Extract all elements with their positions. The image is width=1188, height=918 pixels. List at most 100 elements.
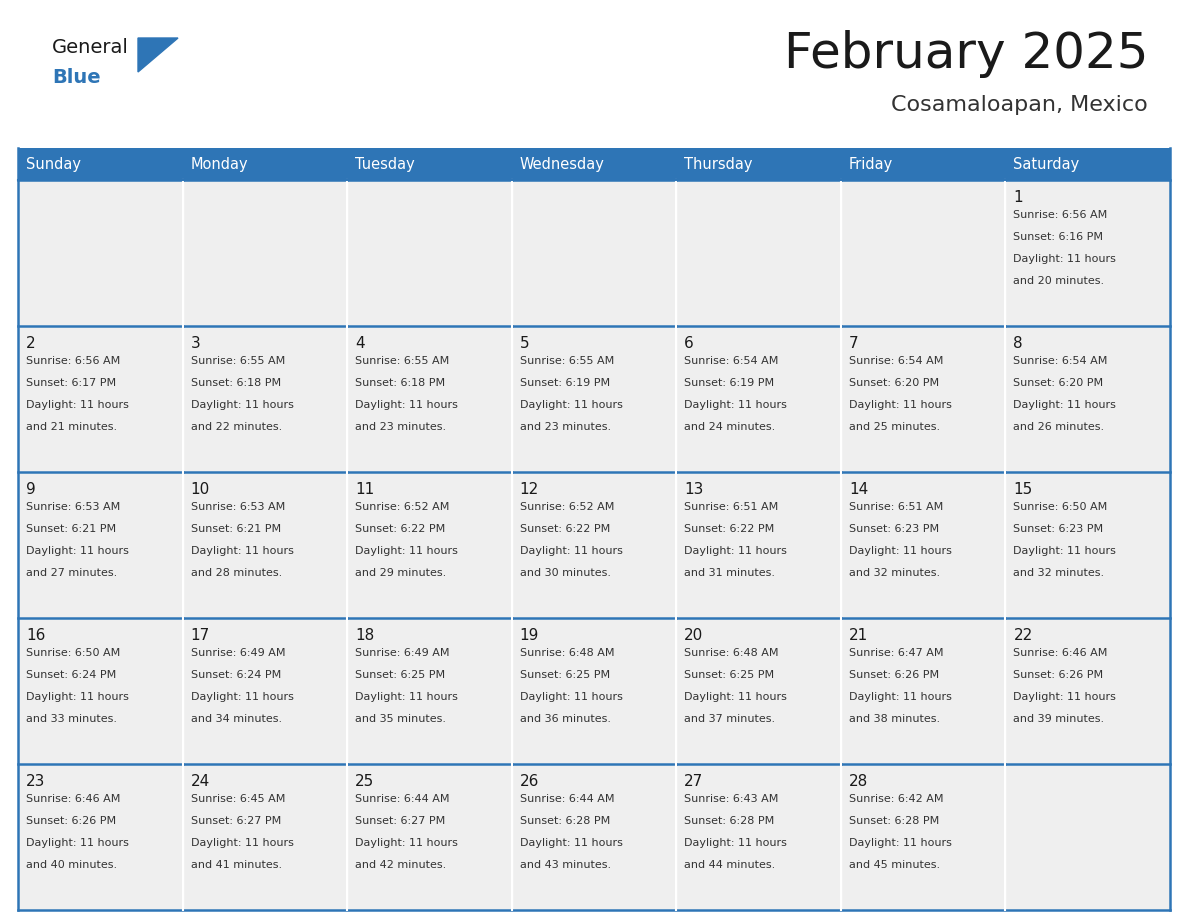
Text: Daylight: 11 hours: Daylight: 11 hours	[355, 400, 459, 410]
Bar	[841, 180, 1005, 326]
Bar	[1005, 472, 1170, 618]
Text: Daylight: 11 hours: Daylight: 11 hours	[684, 546, 788, 556]
Bar	[183, 618, 347, 764]
Text: Sunset: 6:28 PM: Sunset: 6:28 PM	[684, 816, 775, 826]
Bar	[841, 618, 1005, 764]
Text: Sunset: 6:23 PM: Sunset: 6:23 PM	[849, 524, 939, 534]
Text: and 32 minutes.: and 32 minutes.	[849, 568, 940, 578]
Text: 18: 18	[355, 628, 374, 643]
Text: and 20 minutes.: and 20 minutes.	[1013, 276, 1105, 286]
Text: Daylight: 11 hours: Daylight: 11 hours	[1013, 546, 1117, 556]
Text: Thursday: Thursday	[684, 156, 753, 172]
Text: Sunrise: 6:55 AM: Sunrise: 6:55 AM	[519, 356, 614, 366]
Text: Daylight: 11 hours: Daylight: 11 hours	[26, 692, 128, 702]
Text: Daylight: 11 hours: Daylight: 11 hours	[190, 838, 293, 848]
Text: Daylight: 11 hours: Daylight: 11 hours	[849, 400, 952, 410]
Text: Sunset: 6:22 PM: Sunset: 6:22 PM	[519, 524, 609, 534]
Text: Sunset: 6:24 PM: Sunset: 6:24 PM	[26, 670, 116, 680]
Text: Sunset: 6:19 PM: Sunset: 6:19 PM	[519, 378, 609, 388]
Text: Daylight: 11 hours: Daylight: 11 hours	[355, 546, 459, 556]
Text: Daylight: 11 hours: Daylight: 11 hours	[684, 838, 788, 848]
Text: Sunset: 6:22 PM: Sunset: 6:22 PM	[355, 524, 446, 534]
Text: 9: 9	[26, 482, 36, 497]
Text: 26: 26	[519, 774, 539, 789]
Bar	[676, 472, 841, 618]
Text: 5: 5	[519, 336, 530, 351]
Bar	[1005, 180, 1170, 326]
Text: Sunset: 6:26 PM: Sunset: 6:26 PM	[1013, 670, 1104, 680]
Text: Sunrise: 6:56 AM: Sunrise: 6:56 AM	[1013, 210, 1107, 220]
Bar	[841, 326, 1005, 472]
Bar	[347, 472, 512, 618]
Text: and 34 minutes.: and 34 minutes.	[190, 714, 282, 724]
Text: 22: 22	[1013, 628, 1032, 643]
Text: and 30 minutes.: and 30 minutes.	[519, 568, 611, 578]
Text: Cosamaloapan, Mexico: Cosamaloapan, Mexico	[891, 95, 1148, 115]
Text: Sunset: 6:27 PM: Sunset: 6:27 PM	[190, 816, 280, 826]
Text: Daylight: 11 hours: Daylight: 11 hours	[26, 400, 128, 410]
Text: Sunrise: 6:55 AM: Sunrise: 6:55 AM	[355, 356, 449, 366]
Text: February 2025: February 2025	[784, 30, 1148, 78]
Text: Sunrise: 6:53 AM: Sunrise: 6:53 AM	[190, 502, 285, 512]
Bar	[183, 180, 347, 326]
Text: 27: 27	[684, 774, 703, 789]
Text: 16: 16	[26, 628, 45, 643]
Text: and 42 minutes.: and 42 minutes.	[355, 860, 447, 870]
Text: and 29 minutes.: and 29 minutes.	[355, 568, 447, 578]
Text: 28: 28	[849, 774, 868, 789]
Bar	[676, 618, 841, 764]
Text: and 23 minutes.: and 23 minutes.	[355, 422, 447, 432]
Text: Daylight: 11 hours: Daylight: 11 hours	[519, 400, 623, 410]
Text: 7: 7	[849, 336, 859, 351]
Text: Daylight: 11 hours: Daylight: 11 hours	[26, 838, 128, 848]
Text: and 28 minutes.: and 28 minutes.	[190, 568, 282, 578]
Text: Sunset: 6:28 PM: Sunset: 6:28 PM	[519, 816, 609, 826]
Text: Monday: Monday	[190, 156, 248, 172]
Text: and 31 minutes.: and 31 minutes.	[684, 568, 776, 578]
Text: and 43 minutes.: and 43 minutes.	[519, 860, 611, 870]
Text: Daylight: 11 hours: Daylight: 11 hours	[684, 400, 788, 410]
Text: Sunrise: 6:46 AM: Sunrise: 6:46 AM	[26, 794, 120, 804]
Text: 12: 12	[519, 482, 539, 497]
Text: 11: 11	[355, 482, 374, 497]
Text: Sunrise: 6:44 AM: Sunrise: 6:44 AM	[355, 794, 449, 804]
Text: Sunrise: 6:52 AM: Sunrise: 6:52 AM	[355, 502, 449, 512]
Text: and 44 minutes.: and 44 minutes.	[684, 860, 776, 870]
Bar	[512, 326, 676, 472]
Text: Friday: Friday	[849, 156, 893, 172]
Text: Tuesday: Tuesday	[355, 156, 415, 172]
Text: Sunset: 6:18 PM: Sunset: 6:18 PM	[355, 378, 446, 388]
Text: Sunset: 6:22 PM: Sunset: 6:22 PM	[684, 524, 775, 534]
Text: Sunset: 6:20 PM: Sunset: 6:20 PM	[849, 378, 939, 388]
Text: Daylight: 11 hours: Daylight: 11 hours	[190, 692, 293, 702]
Bar	[18, 326, 183, 472]
Bar	[183, 472, 347, 618]
Text: 15: 15	[1013, 482, 1032, 497]
Bar	[18, 180, 183, 326]
Text: Sunset: 6:25 PM: Sunset: 6:25 PM	[519, 670, 609, 680]
Text: Daylight: 11 hours: Daylight: 11 hours	[849, 692, 952, 702]
Bar	[1005, 326, 1170, 472]
Text: and 36 minutes.: and 36 minutes.	[519, 714, 611, 724]
Text: 25: 25	[355, 774, 374, 789]
Bar	[1005, 764, 1170, 910]
Text: Sunset: 6:25 PM: Sunset: 6:25 PM	[684, 670, 775, 680]
Text: 4: 4	[355, 336, 365, 351]
Text: Daylight: 11 hours: Daylight: 11 hours	[26, 546, 128, 556]
Text: Saturday: Saturday	[1013, 156, 1080, 172]
Text: Sunset: 6:19 PM: Sunset: 6:19 PM	[684, 378, 775, 388]
Text: Daylight: 11 hours: Daylight: 11 hours	[519, 546, 623, 556]
Text: and 26 minutes.: and 26 minutes.	[1013, 422, 1105, 432]
Text: Sunset: 6:21 PM: Sunset: 6:21 PM	[190, 524, 280, 534]
Text: Sunset: 6:23 PM: Sunset: 6:23 PM	[1013, 524, 1104, 534]
Text: Wednesday: Wednesday	[519, 156, 605, 172]
Text: 6: 6	[684, 336, 694, 351]
Text: and 27 minutes.: and 27 minutes.	[26, 568, 118, 578]
Text: and 21 minutes.: and 21 minutes.	[26, 422, 118, 432]
Text: Sunrise: 6:52 AM: Sunrise: 6:52 AM	[519, 502, 614, 512]
Bar	[18, 618, 183, 764]
Text: Daylight: 11 hours: Daylight: 11 hours	[849, 838, 952, 848]
Text: and 37 minutes.: and 37 minutes.	[684, 714, 776, 724]
Text: Daylight: 11 hours: Daylight: 11 hours	[1013, 400, 1117, 410]
Text: Sunrise: 6:50 AM: Sunrise: 6:50 AM	[1013, 502, 1107, 512]
